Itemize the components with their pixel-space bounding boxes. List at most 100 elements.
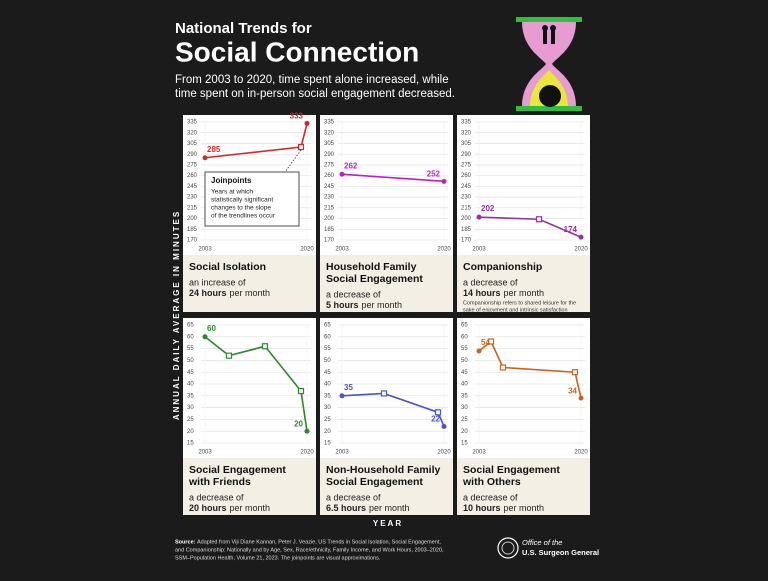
data-label: 202 [481,204,495,213]
panel-note: sake of enjoyment and intrinsic satisfac… [463,307,568,313]
end-point [476,214,482,220]
panel-title: Social Engagement [326,476,423,488]
office-text: Office of the [522,538,562,547]
y-tick-label: 170 [187,238,198,244]
y-tick-label: 40 [187,382,194,388]
annotation-text: changes to the slope [211,205,271,212]
panel: 170 185 200 215 230 245 260 275 290 305 320 335 2003… [183,112,316,312]
y-tick-label: 60 [187,334,194,340]
text-area [457,458,590,515]
joinpoint [297,387,305,395]
end-point [476,348,482,354]
panel-change: 5 hours per month [326,300,402,310]
change-amount: 5 hours [326,300,359,310]
title-small: National Trends for [175,20,312,37]
panel-change: 6.5 hours per month [326,503,410,513]
panel-change: 20 hours per month [189,503,270,513]
change-unit: per month [369,503,410,513]
y-tick-label: 50 [187,358,194,364]
annotation-text: Years at which [211,189,253,196]
y-tick-label: 35 [187,393,194,399]
panel: 15 20 25 30 35 40 45 50 55 60 65 2003 2020 60 20 Social… [183,318,316,515]
x-tick-label: 2003 [472,450,486,456]
panel-title: with Others [462,476,521,488]
change-amount: 6.5 hours [326,503,366,513]
y-tick-label: 55 [461,346,468,352]
y-tick-label: 35 [461,393,468,399]
y-tick-label: 60 [461,334,468,340]
y-tick-label: 215 [324,205,335,211]
trend-line [341,173,445,183]
panel-description: a decrease of [463,277,518,287]
joinpoint [571,369,579,376]
text-area [457,255,590,312]
y-tick-label: 30 [461,405,468,411]
y-axis-label: ANNUAL DAILY AVERAGE IN MINUTES [172,210,181,420]
y-tick-label: 30 [324,405,331,411]
data-label: 252 [427,169,441,178]
y-tick-label: 40 [324,382,331,388]
y-tick-label: 245 [461,184,472,190]
change-unit: per month [504,503,545,513]
y-tick-label: 15 [324,441,331,447]
y-tick-label: 170 [461,238,472,244]
panel-description: an increase of [189,277,246,287]
y-tick-label: 35 [324,393,331,399]
x-tick-label: 2020 [300,450,314,456]
end-point [339,393,345,399]
y-tick-label: 40 [461,382,468,388]
y-tick-label: 260 [461,173,472,179]
change-unit: per month [230,288,271,298]
joinpoint [225,352,233,359]
subtitle: From 2003 to 2020, time spent alone incr… [175,74,449,86]
panel-title: with Friends [188,476,251,488]
y-tick-label: 320 [461,130,472,136]
y-tick-label: 25 [461,417,468,423]
data-label: 20 [294,419,303,428]
joinpoint [499,364,507,371]
y-tick-label: 290 [324,152,335,158]
title-large: Social Connection [175,36,419,67]
x-tick-label: 2003 [198,450,212,456]
y-tick-label: 20 [324,429,331,435]
panel-title: Social Engagement [189,464,286,476]
data-label: 22 [431,415,440,424]
y-tick-label: 185 [187,227,198,233]
panel-description: a decrease of [326,492,381,502]
end-point [578,395,584,401]
y-tick-label: 290 [187,152,198,158]
y-tick-label: 260 [324,173,335,179]
panel-description: a decrease of [189,492,244,502]
joinpoint [487,338,495,345]
y-tick-label: 200 [324,216,335,222]
y-tick-label: 290 [461,152,472,158]
data-label: 174 [564,225,578,234]
panel-note: Companionship refers to shared leisure f… [463,300,576,306]
change-unit: per month [362,300,403,310]
y-tick-label: 275 [187,162,198,168]
panel: 15 20 25 30 35 40 45 50 55 60 65 2003 2020 35 22 Non-Ho… [320,318,453,515]
panel: 170 185 200 215 230 245 260 275 290 305 320 335 2003… [320,115,453,312]
panel-title: Non-Household Family [326,464,440,476]
y-tick-label: 55 [187,346,194,352]
y-tick-label: 45 [461,370,468,376]
annotation-text: of the trendlines occur [211,213,276,220]
y-tick-label: 335 [324,120,335,126]
y-tick-label: 245 [187,184,198,190]
change-unit: per month [230,503,271,513]
y-tick-label: 170 [324,238,335,244]
y-tick-label: 20 [187,429,194,435]
y-tick-label: 215 [461,205,472,211]
panel-change: 14 hours per month [463,288,544,298]
end-point [441,178,447,184]
end-point [441,423,447,429]
panel-title: Social Engagement [326,273,423,285]
text-area [320,458,453,515]
panel-title: Household Family [326,261,417,273]
change-amount: 14 hours [463,288,501,298]
joinpoint [535,216,543,223]
panel-description: a decrease of [463,492,518,502]
end-point [202,334,208,340]
trend-line [341,392,445,427]
